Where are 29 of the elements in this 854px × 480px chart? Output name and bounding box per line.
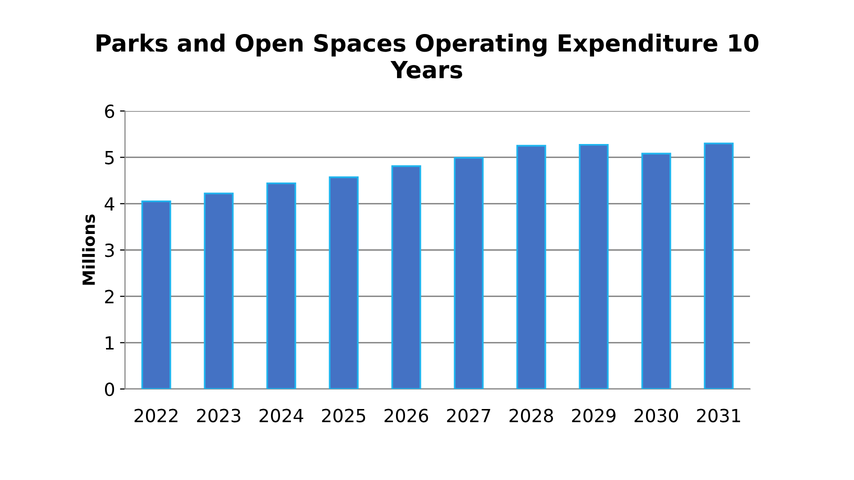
x-tick-label: 2030 (634, 408, 678, 422)
y-tick-label: 1 (106, 336, 114, 350)
bar (266, 182, 296, 389)
bar (204, 192, 234, 389)
bar (391, 165, 422, 389)
x-tick-label: 2022 (134, 408, 178, 422)
y-tick-label: 6 (105, 104, 114, 118)
bar (578, 144, 609, 389)
x-tick-label: 2028 (510, 408, 553, 422)
x-tick-label: 2027 (447, 408, 490, 422)
bar (641, 152, 672, 389)
bar (454, 156, 484, 389)
y-tick-label: 2 (105, 290, 114, 304)
bar (141, 200, 172, 389)
x-tick-label: 2031 (697, 408, 740, 422)
y-tick-label: 5 (105, 151, 114, 164)
bar (704, 142, 734, 389)
y-axis-title: Millions (82, 214, 96, 285)
x-tick-label: 2025 (322, 408, 366, 422)
chart-title: Parks and Open Spaces Operating Expenditure 10 Years (96, 34, 758, 78)
y-tick-label: 0 (104, 382, 114, 396)
x-tick-label: 2023 (197, 408, 240, 422)
x-tick-label: 2026 (384, 408, 428, 422)
x-tick-label: 2024 (260, 408, 304, 422)
bar (328, 176, 359, 389)
bar (516, 144, 546, 389)
y-tick-label: 3 (105, 243, 114, 258)
x-tick-label: 2029 (572, 408, 616, 422)
y-tick-label: 4 (104, 197, 114, 211)
